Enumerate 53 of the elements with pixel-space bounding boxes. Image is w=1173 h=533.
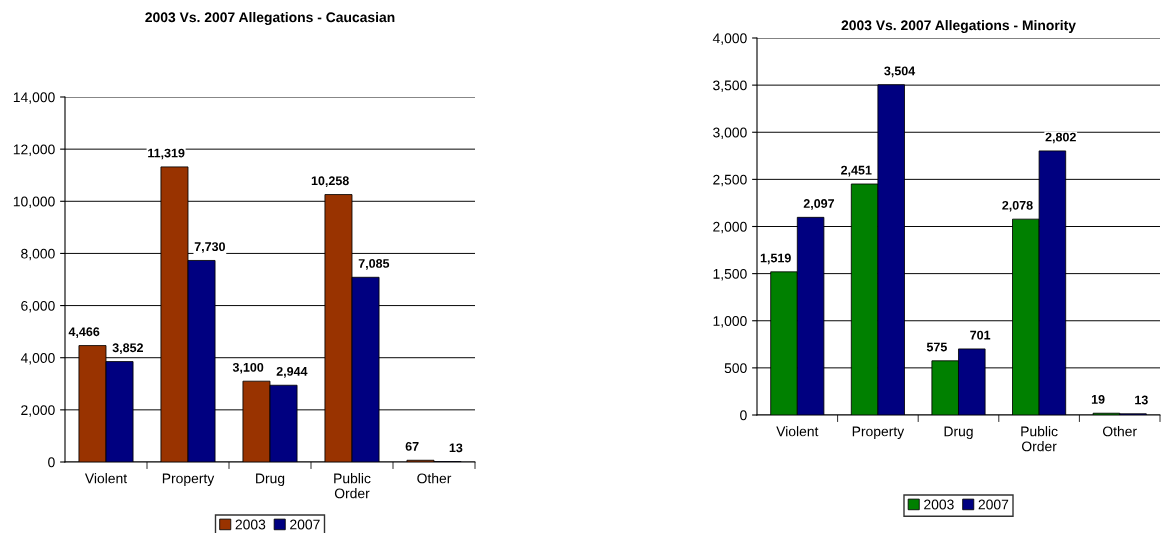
x-tick-label: Public Order bbox=[334, 473, 371, 499]
y-tick-label: 0 bbox=[740, 410, 747, 421]
y-tick-label: 8,000 bbox=[21, 248, 55, 261]
y-tick-label: 3,000 bbox=[713, 127, 747, 140]
data-label: 11,319 bbox=[148, 148, 185, 160]
data-label: 2,078 bbox=[1002, 200, 1033, 212]
data-label: 13 bbox=[449, 443, 463, 453]
y-tick-label: 12,000 bbox=[13, 144, 55, 156]
legend-label: 2003 bbox=[924, 499, 954, 510]
data-label: 2,802 bbox=[1045, 132, 1076, 144]
y-tick-label: 0 bbox=[48, 457, 55, 468]
y-tick-label: 2,500 bbox=[713, 174, 747, 187]
y-tick-label: 500 bbox=[724, 363, 747, 374]
data-label: 1,519 bbox=[760, 253, 791, 265]
x-tick-label: Property bbox=[162, 473, 215, 487]
x-tick-label: Other bbox=[417, 473, 452, 484]
chart-title: 2003 Vs. 2007 Allegations - Minority bbox=[841, 20, 1076, 34]
x-tick-label: Drug bbox=[256, 473, 285, 487]
x-tick-label: Other bbox=[1102, 426, 1137, 437]
data-label: 2,944 bbox=[276, 366, 308, 378]
x-tick-label: Drug bbox=[944, 426, 973, 440]
y-tick-label: 3,500 bbox=[713, 80, 747, 92]
x-tick-label: Public Order bbox=[1021, 426, 1058, 452]
legend-label: 2003 bbox=[235, 519, 266, 530]
legend-label: 2007 bbox=[290, 519, 320, 530]
x-tick-label: Violent bbox=[84, 473, 128, 484]
data-label: 7,085 bbox=[358, 259, 390, 270]
data-label: 3,504 bbox=[884, 66, 916, 78]
y-tick-label: 1,000 bbox=[713, 316, 747, 328]
data-label: 2,451 bbox=[841, 165, 872, 177]
y-tick-label: 2,000 bbox=[713, 221, 747, 234]
y-tick-label: 4,000 bbox=[712, 33, 747, 45]
data-label: 19 bbox=[1091, 394, 1105, 404]
x-tick-label: Property bbox=[852, 426, 905, 440]
data-label: 2,097 bbox=[803, 199, 835, 210]
y-tick-label: 1,500 bbox=[713, 268, 747, 281]
data-label: 701 bbox=[970, 330, 991, 340]
y-tick-label: 2,000 bbox=[21, 405, 55, 417]
x-tick-label: Violent bbox=[776, 426, 819, 437]
data-label: 3,852 bbox=[112, 343, 143, 354]
data-label: 575 bbox=[926, 342, 947, 352]
y-tick-label: 6,000 bbox=[21, 300, 55, 313]
chart-title: 2003 Vs. 2007 Allegations - Caucasian bbox=[145, 12, 395, 26]
data-label: 4,466 bbox=[68, 327, 100, 338]
y-tick-label: 10,000 bbox=[13, 196, 55, 209]
data-label: 10,258 bbox=[311, 176, 349, 187]
legend-label: 2007 bbox=[978, 499, 1009, 510]
data-label: 7,730 bbox=[194, 242, 225, 253]
data-label: 67 bbox=[405, 441, 419, 451]
y-tick-label: 4,000 bbox=[20, 353, 55, 365]
data-label: 3,100 bbox=[232, 362, 264, 374]
data-label: 13 bbox=[1135, 395, 1148, 405]
y-tick-label: 14,000 bbox=[13, 92, 55, 104]
